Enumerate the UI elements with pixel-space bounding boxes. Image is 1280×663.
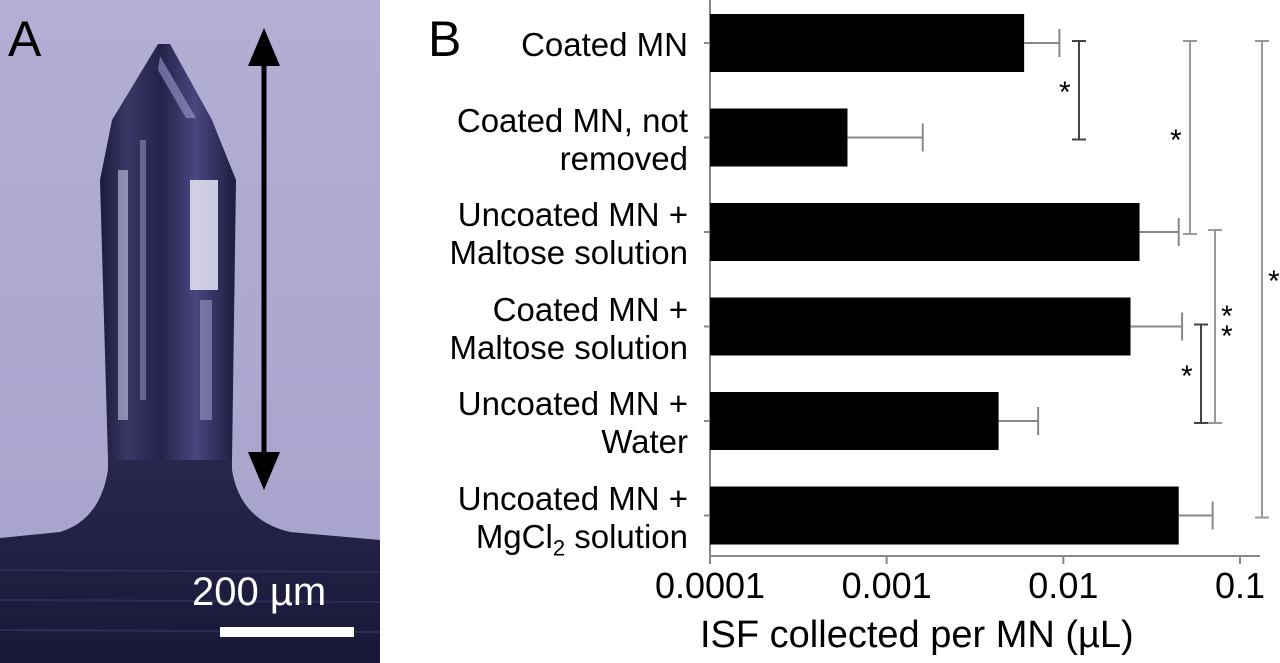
x-tick-label: 0.01 — [1028, 565, 1099, 606]
category-label-line: MgCl2 solution — [475, 517, 688, 561]
category-label-line: Coated MN — [521, 26, 688, 63]
category-label: Coated MN, not removed — [457, 102, 688, 178]
category-label: Coated MN + Maltose solution — [450, 291, 688, 367]
category-label-line: Maltose solution — [449, 234, 688, 271]
microneedle-image-panel: A 200 µm — [0, 0, 380, 663]
scale-bar-label: 200 µm — [192, 570, 327, 614]
category-label: Uncoated MN + MgCl2 solution — [458, 480, 688, 568]
scale-bar — [220, 627, 354, 637]
category-label-line: Coated MN, not — [456, 101, 688, 139]
category-label-line: Maltose solution — [449, 328, 688, 366]
category-label-line: removed — [559, 139, 688, 177]
x-tick-label: 0.1 — [1214, 565, 1266, 606]
bar — [710, 203, 1140, 261]
panel-label-b: B — [428, 11, 462, 67]
bar — [710, 108, 848, 167]
significance-marker: * — [1170, 123, 1182, 157]
microneedle-micrograph — [0, 0, 380, 663]
bar — [710, 14, 1025, 72]
category-label-line: Coated MN + — [492, 290, 688, 328]
bar — [710, 486, 1179, 545]
bar — [710, 297, 1131, 356]
category-label: Uncoated MN + Water — [458, 385, 688, 461]
length-arrow — [248, 28, 280, 490]
category-label-line: Water — [601, 423, 688, 460]
panel-label-a: A — [8, 11, 42, 67]
significance-marker: ** — [1221, 299, 1233, 353]
x-axis-label: ISF collected per MN (µL) — [700, 614, 1134, 656]
category-label-line: Uncoated MN + — [457, 196, 688, 233]
category-label: Uncoated MN + Maltose solution — [450, 196, 688, 272]
bar — [710, 392, 999, 450]
significance-marker: * — [1181, 359, 1193, 393]
isf-bar-chart — [704, 0, 1269, 564]
x-tick-label: 0.0001 — [654, 565, 766, 606]
category-label-line: Uncoated MN + — [457, 385, 688, 422]
significance-marker: * — [1268, 265, 1280, 299]
category-label: Coated MN — [521, 26, 688, 64]
x-tick-label: 0.001 — [841, 565, 932, 606]
category-label-line: Uncoated MN + — [457, 479, 688, 517]
significance-marker: * — [1059, 76, 1071, 110]
